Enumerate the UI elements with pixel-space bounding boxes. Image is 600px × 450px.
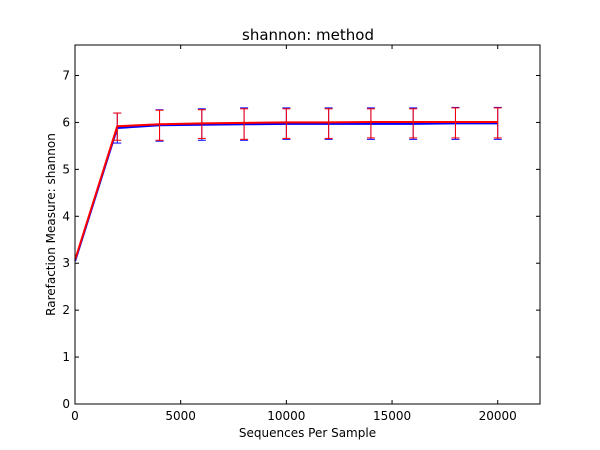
y-tick-label-0: 0 bbox=[62, 397, 70, 411]
y-tick-label-5: 5 bbox=[62, 162, 70, 176]
x-tick-label-3: 15000 bbox=[373, 409, 411, 423]
y-tick-label-3: 3 bbox=[62, 256, 70, 270]
y-tick-label-2: 2 bbox=[62, 303, 70, 317]
series-line-1 bbox=[74, 120, 498, 260]
chart-title: shannon: method bbox=[242, 26, 374, 44]
plot-area bbox=[74, 106, 502, 262]
x-tick-label-4: 20000 bbox=[479, 409, 517, 423]
series-line-0 bbox=[74, 122, 498, 262]
plot-frame bbox=[74, 44, 541, 405]
y-axis-label: Rarefaction Measure: shannon bbox=[44, 133, 58, 316]
y-tick-label-1: 1 bbox=[62, 350, 70, 364]
x-axis-label: Sequences Per Sample bbox=[239, 426, 376, 440]
x-tick-label-2: 10000 bbox=[267, 409, 305, 423]
y-tick-label-6: 6 bbox=[62, 115, 70, 129]
series-1 bbox=[74, 107, 502, 260]
series-0 bbox=[74, 106, 502, 262]
y-tick-label-7: 7 bbox=[62, 69, 70, 83]
y-tick-label-4: 4 bbox=[62, 209, 70, 223]
axes: 0 5000 10000 15000 20000 0 1 2 3 4 5 6 7 bbox=[62, 45, 540, 423]
x-tick-label-1: 5000 bbox=[165, 409, 196, 423]
x-tick-label-0: 0 bbox=[71, 409, 79, 423]
